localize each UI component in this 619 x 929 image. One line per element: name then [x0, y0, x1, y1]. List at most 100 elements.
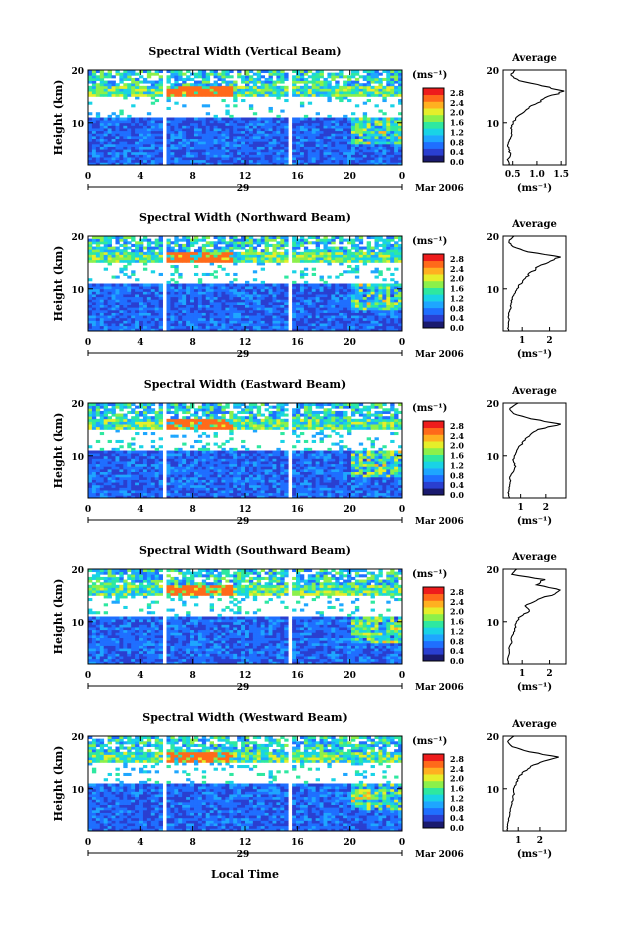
- heatmap-cell: [256, 88, 262, 92]
- heatmap-cell: [248, 143, 254, 147]
- heatmap-cell: [119, 294, 124, 298]
- heatmap-cell: [115, 249, 120, 253]
- heatmap-cell: [398, 120, 403, 124]
- heatmap-cell: [91, 315, 97, 319]
- heatmap-cell: [115, 72, 120, 76]
- heatmap-cell: [182, 104, 187, 108]
- heatmap-cell: [107, 80, 112, 84]
- heatmap-cell: [252, 328, 258, 332]
- heatmap-cell: [158, 408, 163, 412]
- heatmap-cell: [170, 91, 175, 95]
- heatmap-cell: [260, 328, 266, 332]
- heatmap-cell: [374, 70, 379, 74]
- heatmap-cell: [225, 296, 230, 300]
- heatmap-cell: [299, 85, 305, 89]
- heatmap-cell: [142, 251, 148, 255]
- heatmap-cell: [354, 294, 360, 298]
- heatmap-cell: [394, 328, 399, 332]
- heatmap-cell: [339, 291, 344, 295]
- heatmap-cell: [127, 72, 132, 76]
- heatmap-cell: [182, 138, 187, 142]
- heatmap-cell: [107, 128, 112, 132]
- heatmap-cell: [146, 112, 152, 116]
- heatmap-cell: [103, 484, 109, 488]
- heatmap-cell: [366, 315, 372, 319]
- heatmap-cell: [221, 246, 226, 250]
- heatmap-cell: [123, 122, 128, 126]
- heatmap-cell: [115, 286, 120, 290]
- heatmap-cell: [292, 286, 297, 290]
- heatmap-cell: [382, 159, 387, 163]
- heatmap-cell: [142, 149, 148, 153]
- heatmap-cell: [213, 301, 218, 306]
- heatmap-cell: [252, 112, 258, 116]
- heatmap-cell: [123, 325, 128, 329]
- heatmap-cell: [166, 133, 171, 137]
- heatmap-cell: [99, 315, 105, 319]
- heatmap-cell: [91, 426, 97, 430]
- heatmap-cell: [131, 128, 136, 132]
- heatmap-cell: [170, 482, 175, 486]
- heatmap-cell: [115, 413, 120, 417]
- heatmap-cell: [99, 93, 105, 97]
- heatmap-cell: [284, 117, 289, 121]
- heatmap-cell: [378, 317, 383, 321]
- heatmap-cell: [280, 236, 285, 240]
- heatmap-cell: [115, 492, 120, 496]
- heatmap-cell: [229, 143, 234, 147]
- heatmap-cell: [296, 328, 301, 332]
- heatmap-cell: [264, 138, 269, 142]
- heatmap-cell: [398, 130, 403, 134]
- heatmap-cell: [127, 122, 132, 126]
- heatmap-cell: [315, 325, 320, 329]
- heatmap-cell: [343, 286, 348, 290]
- heatmap-cell: [264, 307, 269, 311]
- heatmap-cell: [186, 146, 191, 150]
- heatmap-cell: [327, 122, 332, 126]
- heatmap-cell: [95, 236, 101, 240]
- heatmap-cell: [178, 286, 183, 290]
- heatmap-cell: [95, 128, 101, 132]
- heatmap-cell: [225, 328, 230, 332]
- heatmap-cell: [182, 80, 187, 84]
- heatmap-cell: [115, 125, 120, 129]
- heatmap-cell: [260, 157, 266, 161]
- heatmap-cell: [299, 299, 305, 303]
- heatmap-cell: [154, 476, 160, 480]
- heatmap-cell: [190, 323, 195, 327]
- heatmap-cell: [205, 120, 211, 124]
- heatmap-cell: [186, 328, 191, 332]
- heatmap-cell: [292, 93, 297, 97]
- heatmap-cell: [123, 492, 128, 496]
- heatmap-cell: [390, 70, 395, 74]
- heatmap-cell: [139, 88, 144, 92]
- heatmap-cell: [225, 288, 230, 292]
- heatmap-cell: [91, 466, 97, 470]
- heatmap-cell: [394, 93, 399, 97]
- heatmap-cell: [323, 294, 328, 298]
- heatmap-cell: [382, 138, 387, 142]
- heatmap-cell: [374, 157, 379, 161]
- heatmap-cell: [111, 149, 116, 153]
- heatmap-cell: [354, 309, 360, 313]
- heatmap-cell: [150, 151, 156, 155]
- heatmap-cell: [217, 312, 222, 316]
- heatmap-cell: [217, 317, 222, 321]
- heatmap-cell: [398, 259, 403, 263]
- heatmap-cell: [154, 259, 160, 263]
- heatmap-cell: [241, 135, 246, 140]
- heatmap-cell: [386, 328, 391, 332]
- heatmap-cell: [366, 291, 372, 295]
- heatmap-cell: [386, 254, 391, 258]
- heatmap-cell: [374, 77, 379, 81]
- heatmap-cell: [111, 410, 116, 414]
- heatmap-cell: [178, 259, 183, 263]
- heatmap-cell: [347, 128, 352, 132]
- heatmap-cell: [245, 317, 250, 321]
- heatmap-cell: [390, 291, 395, 295]
- heatmap-cell: [166, 128, 171, 132]
- heatmap-cell: [146, 117, 152, 121]
- heatmap-cell: [284, 254, 289, 258]
- heatmap-cell: [205, 315, 211, 319]
- heatmap-cell: [217, 162, 222, 166]
